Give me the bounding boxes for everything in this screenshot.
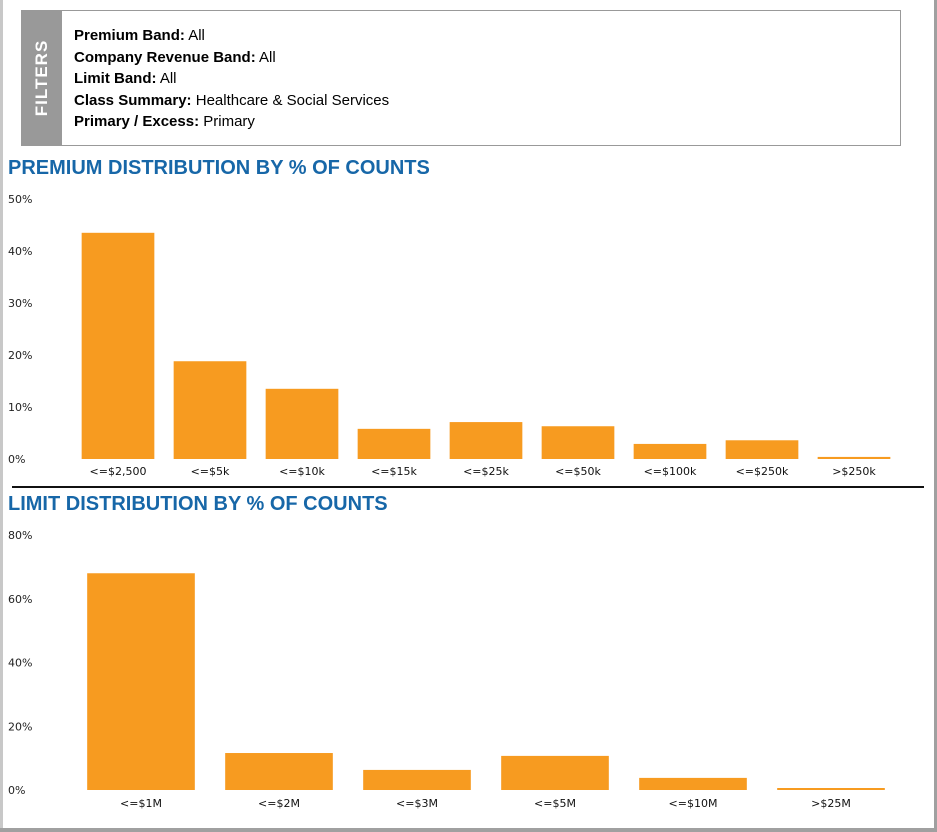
filter-limit-band: Limit Band: All xyxy=(74,68,389,90)
premium-x-tick-label: <=$10k xyxy=(279,465,325,478)
limit-x-tick-label: <=$3M xyxy=(396,797,438,810)
window-border-right xyxy=(934,0,937,832)
filter-label: Premium Band: xyxy=(74,27,185,44)
filter-label: Limit Band: xyxy=(74,70,157,87)
limit-bar xyxy=(87,573,195,790)
window-border-bottom xyxy=(0,828,937,832)
premium-x-tick-label: <=$2,500 xyxy=(90,465,147,478)
premium-y-tick-label: 0% xyxy=(8,453,25,466)
premium-bar xyxy=(449,422,523,459)
limit-distribution-chart: 0% 20% 40% 60% 80% <=$1M <=$2M <=$3M <=$5M <=$10M… xyxy=(8,529,885,810)
premium-bar xyxy=(81,232,155,459)
filter-primary-excess: Primary / Excess: Primary xyxy=(74,111,389,133)
limit-bar xyxy=(777,788,885,790)
filter-label: Company Revenue Band: xyxy=(74,48,256,66)
premium-chart-title: PREMIUM DISTRIBUTION BY % OF COUNTS xyxy=(8,157,430,179)
filter-company-revenue-band: Company Revenue Band: All xyxy=(74,47,389,69)
filters-tab: FILTERS xyxy=(22,11,62,145)
limit-y-tick-label: 0% xyxy=(8,784,25,797)
limit-bar xyxy=(639,777,747,790)
premium-bar xyxy=(725,440,799,459)
filter-premium-band: Premium Band: All xyxy=(74,25,389,47)
premium-y-tick-label: 10% xyxy=(8,401,32,414)
premium-bar xyxy=(357,428,431,459)
premium-x-tick-label: <=$5k xyxy=(191,465,230,478)
premium-x-tick-label: <=$15k xyxy=(371,465,417,478)
filter-value: Healthcare & Social Services xyxy=(195,91,390,109)
premium-x-tick-label: <=$25k xyxy=(463,465,509,478)
filter-label: Class Summary: xyxy=(74,91,192,109)
limit-x-tick-label: <=$2M xyxy=(258,797,300,810)
filter-label: Primary / Excess: xyxy=(74,113,200,130)
filter-value: All xyxy=(159,70,177,87)
premium-x-tick-label: <=$100k xyxy=(644,465,697,478)
premium-y-tick-label: 40% xyxy=(8,245,32,258)
limit-chart-title: LIMIT DISTRIBUTION BY % OF COUNTS xyxy=(8,493,388,515)
premium-x-tick-label: >$250k xyxy=(832,465,876,478)
limit-x-tick-label: <=$10M xyxy=(669,797,718,810)
limit-y-tick-label: 40% xyxy=(8,657,32,670)
premium-bar xyxy=(541,426,615,459)
limit-x-tick-label: <=$1M xyxy=(120,797,162,810)
filters-list: Premium Band: All Company Revenue Band: … xyxy=(74,25,389,133)
premium-y-tick-label: 20% xyxy=(8,349,32,362)
limit-bar xyxy=(501,755,609,790)
limit-x-tick-label: <=$5M xyxy=(534,797,576,810)
premium-x-tick-label: <=$250k xyxy=(736,465,789,478)
premium-bar xyxy=(173,361,247,459)
filter-value: All xyxy=(188,27,205,44)
limit-y-tick-label: 80% xyxy=(8,529,32,542)
premium-bar xyxy=(633,443,707,459)
premium-y-tick-label: 50% xyxy=(8,193,32,206)
filter-value: Primary xyxy=(203,113,255,130)
premium-x-tick-label: <=$50k xyxy=(555,465,601,478)
premium-distribution-chart: 0% 10% 20% 30% 40% 50% <=$2,500 <=$5k <=$10k <=$1… xyxy=(8,193,891,478)
limit-bar xyxy=(363,769,471,790)
limit-x-tick-label: >$25M xyxy=(811,797,851,810)
limit-y-tick-label: 60% xyxy=(8,593,32,606)
section-divider xyxy=(12,486,924,488)
premium-bar xyxy=(817,456,891,459)
premium-y-tick-label: 30% xyxy=(8,297,32,310)
filter-class-summary: Class Summary: Healthcare & Social Servi… xyxy=(74,90,389,112)
filter-value: All xyxy=(259,48,276,66)
limit-y-tick-label: 20% xyxy=(8,720,32,733)
premium-bar xyxy=(265,388,339,459)
filters-tab-label: FILTERS xyxy=(32,39,51,117)
filters-panel: FILTERS Premium Band: All Company Revenu… xyxy=(21,10,901,146)
limit-bar xyxy=(225,753,333,790)
window-border-left xyxy=(0,0,3,832)
